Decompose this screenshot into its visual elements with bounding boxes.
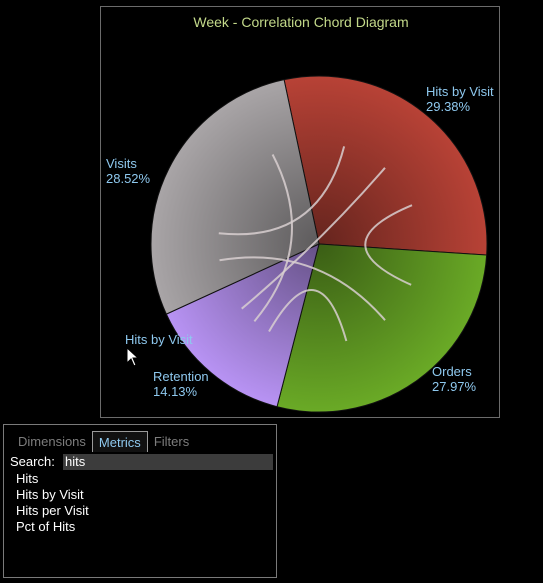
segment-orders[interactable] [276, 243, 488, 413]
mouse-pointer-icon [126, 347, 140, 367]
search-row: Search: [10, 454, 273, 470]
segment-retention[interactable] [165, 243, 320, 408]
metric-item-hits-by-visit[interactable]: Hits by Visit [16, 487, 84, 502]
tab-dimensions[interactable]: Dimensions [18, 434, 86, 449]
chord-line [218, 146, 346, 236]
tab-filters[interactable]: Filters [153, 434, 190, 449]
field-tabs: Dimensions Metrics Filters [12, 431, 195, 452]
segment-visits[interactable] [150, 79, 320, 315]
segment-label-hits-by-visit: Hits by Visit 29.38% [426, 84, 494, 114]
metric-item-pct-of-hits[interactable]: Pct of Hits [16, 519, 76, 534]
drag-ghost-label: Hits by Visit [125, 332, 193, 347]
metric-item-hits[interactable]: Hits [16, 471, 39, 486]
chord-diagram [150, 75, 488, 413]
chart-title: Week - Correlation Chord Diagram [193, 14, 409, 30]
search-label: Search: [10, 454, 55, 469]
segment-label-retention: Retention 14.13% [153, 369, 209, 399]
segment-hits-by-visit[interactable] [283, 75, 488, 256]
metric-list: Hits Hits by Visit Hits per Visit Pct of… [16, 471, 89, 535]
chord-line [241, 167, 386, 310]
chord-line [253, 154, 293, 322]
chord-line [268, 289, 348, 342]
chord-line [219, 256, 386, 321]
tab-metrics[interactable]: Metrics [91, 431, 148, 452]
chord-line [364, 204, 413, 286]
metric-item-hits-per-visit[interactable]: Hits per Visit [16, 503, 89, 518]
search-input[interactable] [63, 454, 273, 470]
segment-label-visits: Visits 28.52% [106, 156, 151, 186]
chord-chart-panel: Week - Correlation Chord Diagram Hits by… [100, 6, 500, 418]
segment-label-orders: Orders 27.97% [432, 364, 477, 394]
field-browser-panel: Dimensions Metrics Filters Search: Hits … [3, 424, 277, 578]
